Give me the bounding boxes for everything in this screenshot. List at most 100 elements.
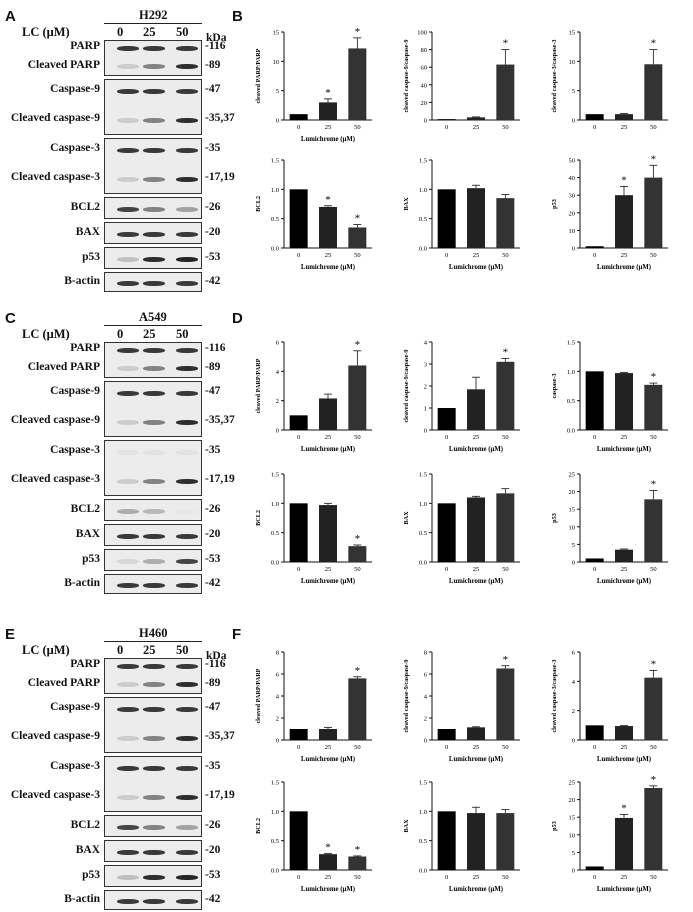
protein-label: p53 bbox=[82, 553, 100, 565]
blot-band bbox=[143, 147, 165, 153]
bar bbox=[467, 497, 485, 562]
x-tick-label: 50 bbox=[502, 434, 509, 441]
y-tick-label: 0.5 bbox=[567, 398, 575, 405]
bar bbox=[496, 361, 515, 430]
cell-line-rule bbox=[104, 325, 202, 326]
y-tick-label: 2 bbox=[424, 384, 427, 391]
kda-header: kDa bbox=[206, 650, 227, 662]
y-tick-label: 1.5 bbox=[567, 340, 575, 347]
blot-strip bbox=[104, 40, 202, 76]
kda-marker: -35,37 bbox=[205, 112, 235, 125]
y-tick-label: 0 bbox=[572, 246, 575, 253]
x-tick-label: 0 bbox=[297, 124, 300, 131]
blot-band bbox=[117, 419, 139, 425]
significance-marker: * bbox=[621, 174, 627, 186]
blot-strip bbox=[104, 79, 202, 135]
significance-marker: * bbox=[325, 842, 331, 854]
y-axis-label: caspase-3 bbox=[551, 373, 558, 398]
x-tick-label: 50 bbox=[650, 434, 657, 441]
bar bbox=[615, 726, 633, 740]
x-tick-label: 25 bbox=[473, 252, 480, 259]
y-tick-label: 20 bbox=[569, 797, 576, 804]
y-tick-label: 0 bbox=[276, 118, 279, 125]
y-axis-label: cleaved caspase-9/caspase-9 bbox=[403, 349, 410, 422]
blot-band bbox=[117, 347, 139, 353]
kda-marker: -17,19 bbox=[205, 473, 235, 486]
x-axis-label: Lumichrome (μM) bbox=[301, 756, 355, 763]
bar bbox=[319, 398, 337, 430]
blot-band bbox=[143, 231, 165, 237]
blot-band bbox=[143, 117, 165, 123]
protein-label: Cleaved caspase-3 bbox=[10, 789, 100, 802]
bar bbox=[289, 114, 308, 120]
bar bbox=[644, 384, 663, 430]
blot-strip bbox=[104, 865, 202, 887]
bar bbox=[348, 678, 367, 740]
blot-band bbox=[143, 64, 165, 70]
blot-band bbox=[117, 176, 139, 182]
y-tick-label: 0.0 bbox=[419, 246, 427, 253]
blot-band bbox=[176, 449, 198, 455]
y-tick-label: 0 bbox=[572, 868, 575, 875]
y-tick-label: 0.0 bbox=[271, 868, 279, 875]
bar bbox=[615, 549, 633, 562]
blot-band bbox=[143, 533, 165, 539]
bar-chart: 0 5 10 15 0 * 25 * 50 cleaved PARP/PARP Lumichrome… bbox=[255, 26, 372, 143]
x-tick-label: 0 bbox=[593, 874, 596, 881]
x-tick-label: 25 bbox=[473, 874, 480, 881]
y-tick-label: 2 bbox=[572, 708, 575, 715]
bar bbox=[289, 729, 308, 740]
y-tick-label: 5 bbox=[572, 542, 575, 549]
bar-chart: 0.0 0.5 1.0 1.5 0 25 * 50 caspase-3 Lumichrome (μ… bbox=[551, 340, 668, 453]
blot-band bbox=[176, 256, 198, 262]
bar bbox=[496, 668, 515, 740]
blot-band bbox=[143, 508, 165, 514]
blot-band bbox=[176, 682, 198, 688]
x-axis-label: Lumichrome (μM) bbox=[301, 136, 355, 143]
blot-band bbox=[143, 206, 165, 212]
protein-label: Caspase-9 bbox=[50, 701, 100, 714]
blot-band bbox=[143, 874, 165, 880]
protein-label: Cleaved caspase-9 bbox=[10, 112, 100, 125]
x-tick-label: 25 bbox=[325, 252, 332, 259]
blot-band bbox=[176, 582, 198, 588]
significance-marker: * bbox=[355, 844, 361, 856]
y-axis-label: BAX bbox=[403, 197, 410, 211]
x-tick-label: 25 bbox=[621, 434, 628, 441]
y-tick-label: 4 bbox=[424, 694, 428, 701]
bar bbox=[467, 188, 485, 248]
kda-marker: -53 bbox=[205, 251, 221, 263]
y-tick-label: 2 bbox=[424, 716, 427, 723]
y-axis-label: cleaved caspase-3/caspase-3 bbox=[551, 39, 558, 112]
kda-marker: -47 bbox=[205, 385, 221, 398]
blot-strip bbox=[104, 381, 202, 437]
bar-chart: 0.0 0.5 1.0 1.5 0 25 50 BAX Lumichrome (μM) bbox=[403, 780, 520, 893]
x-axis-label: Lumichrome (μM) bbox=[597, 446, 651, 453]
y-tick-label: 25 bbox=[569, 780, 576, 787]
significance-marker: * bbox=[503, 38, 509, 50]
bar bbox=[585, 866, 604, 870]
y-tick-label: 15 bbox=[569, 30, 576, 37]
y-tick-label: 10 bbox=[273, 59, 280, 66]
significance-marker: * bbox=[651, 153, 657, 165]
kda-header: kDa bbox=[206, 32, 227, 44]
bar bbox=[348, 365, 367, 430]
bar bbox=[615, 114, 633, 120]
blot-band bbox=[117, 582, 139, 588]
blot-strip bbox=[104, 697, 202, 753]
blot-band bbox=[143, 765, 165, 771]
y-tick-label: 1.0 bbox=[271, 809, 279, 816]
y-axis-label: p53 bbox=[551, 513, 558, 523]
blot-band bbox=[143, 682, 165, 688]
x-axis-label: Lumichrome (μM) bbox=[449, 446, 503, 453]
bar-chart: 0 10 20 30 40 50 0 * 25 * 50 p53 Lumichrome (μM) bbox=[551, 153, 668, 271]
bar-chart: 0 5 10 15 20 25 0 * 25 * 50 p53 Lumichrome (μM) bbox=[551, 774, 668, 893]
blot-band bbox=[176, 558, 198, 564]
kda-marker: -20 bbox=[205, 844, 221, 856]
significance-marker: * bbox=[621, 802, 627, 814]
conc-label: 25 bbox=[143, 327, 156, 341]
blot-band bbox=[143, 824, 165, 830]
blot-band bbox=[117, 366, 139, 372]
significance-marker: * bbox=[651, 658, 657, 670]
x-axis-label: Lumichrome (μM) bbox=[449, 886, 503, 893]
